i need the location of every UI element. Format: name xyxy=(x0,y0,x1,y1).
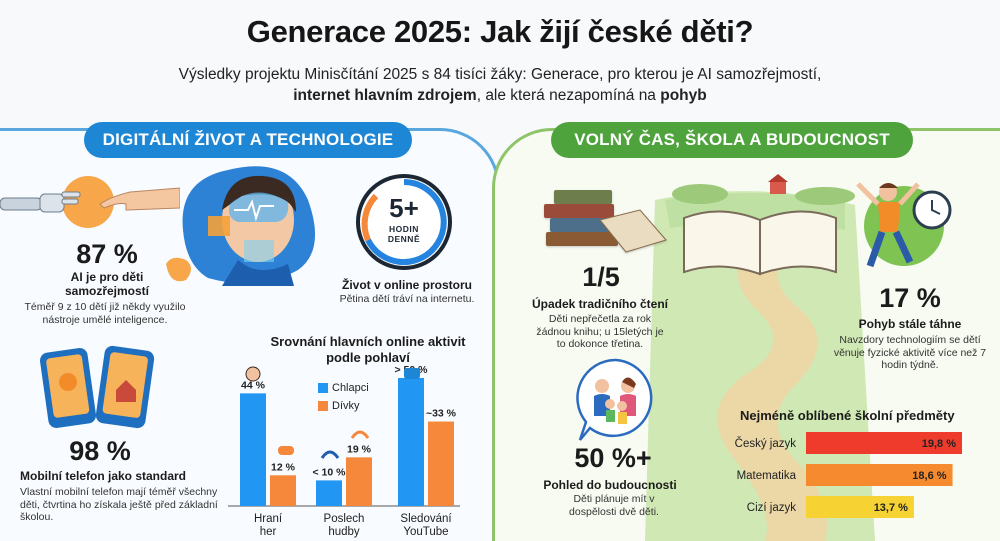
stat-reading-value: 1/5 xyxy=(582,262,620,292)
stat-ai-title: AI je pro děti samozřejmostí xyxy=(64,270,150,298)
clock-arc xyxy=(361,179,447,265)
stat-movement-value: 17 % xyxy=(879,283,941,313)
bar-label-girls-2: ~33 % xyxy=(426,408,457,420)
legend-boys: Chlapci xyxy=(318,382,369,394)
legend-girls-swatch xyxy=(318,401,328,411)
stat-online-desc: Pětina dětí tráví na internetu. xyxy=(339,293,475,305)
family-icon xyxy=(576,358,653,441)
open-book-icon xyxy=(683,210,837,276)
stat-future-desc: Děti plánuje mít v dospělosti dvě děti. xyxy=(569,493,659,518)
stat-future-value: 50 %+ xyxy=(574,443,652,473)
clock-icon xyxy=(356,174,452,270)
legend-girls-label: Dívky xyxy=(332,400,360,412)
subject-name-2: Cizí jazyk xyxy=(747,502,796,514)
category-label-2-1: YouTube xyxy=(403,526,448,538)
subject-name-0: Český jazyk xyxy=(735,437,797,450)
bar-label-girls-0: 12 % xyxy=(271,461,296,473)
bar-boys-0 xyxy=(240,393,266,506)
legend-boys-label: Chlapci xyxy=(332,382,369,394)
stat-movement-title: Pohyb stále táhne xyxy=(858,317,962,331)
bar-boys-1 xyxy=(316,480,342,506)
page-title: Generace 2025: Jak žijí české děti? xyxy=(246,14,754,49)
books-icon xyxy=(544,190,667,253)
category-label-1-1: hudby xyxy=(328,526,360,538)
subject-value-0: 19,8 % xyxy=(922,438,956,450)
ai-hands-icon xyxy=(0,176,180,228)
bar-label-boys-1: < 10 % xyxy=(313,466,347,478)
category-label-0-1: her xyxy=(260,526,277,538)
stat-movement-desc: Navzdory technologiím se dětí věnuje fyz… xyxy=(833,334,987,371)
subject-bar-2 xyxy=(806,496,914,518)
stat-ai-desc: Téměř 9 z 10 dětí již někdy využilo nást… xyxy=(24,301,186,326)
bar-label-girls-1: 19 % xyxy=(347,443,372,455)
clock-label: HODIN DENNĚ xyxy=(356,224,452,244)
bar-girls-0 xyxy=(270,475,296,506)
clock-label-2: DENNĚ xyxy=(387,234,421,244)
legend-girls: Dívky xyxy=(318,400,369,412)
subject-name-1: Matematika xyxy=(737,470,797,482)
subtitle-bold1: internet hlavním zdrojem xyxy=(293,87,477,104)
section-title-digital: DIGITÁLNÍ ŽIVOT A TECHNOLOGIE xyxy=(84,122,412,158)
youtube-icon xyxy=(404,368,420,379)
stat-online-title: Život v online prostoru xyxy=(341,278,472,292)
subject-bar-1 xyxy=(806,464,953,486)
stat-ai-value: 87 % xyxy=(76,239,138,269)
legend-boys-swatch xyxy=(318,383,328,393)
subjects-bar-chart: Český jazyk 19,8 % Matematika 18,6 % Cizí ja… xyxy=(735,432,962,518)
page-subtitle: Výsledky projektu Minisčítání 2025 s 84 … xyxy=(100,64,900,106)
category-label-0-0: Hraní xyxy=(254,513,283,525)
gamepad-icon xyxy=(278,446,294,455)
bar-girls-2 xyxy=(428,421,454,506)
clock-value: 5+ xyxy=(389,193,419,223)
subtitle-line1: Výsledky projektu Minisčítání 2025 s 84 … xyxy=(178,66,822,83)
bar-boys-2 xyxy=(398,378,424,506)
subject-value-2: 13,7 % xyxy=(874,502,908,514)
phones-icon xyxy=(39,345,155,429)
subtitle-mid: , ale která nezapomíná na xyxy=(476,87,661,104)
subject-value-1: 18,6 % xyxy=(912,470,946,482)
bar-girls-1 xyxy=(346,457,372,506)
stat-reading-desc: Děti nepřečetla za rok žádnou knihu; u 1… xyxy=(536,313,664,350)
stat-future-title: Pohled do budoucnosti xyxy=(543,478,677,492)
category-label-2-0: Sledování xyxy=(400,513,452,525)
stat-phone-value: 98 % xyxy=(69,436,131,466)
section-title-leisure: VOLNÝ ČAS, ŠKOLA A BUDOUCNOST xyxy=(551,122,913,158)
chart-title: Srovnání hlavních online aktivit podle p… xyxy=(270,334,466,365)
headphones-icon-boys xyxy=(320,450,340,459)
clock-label-1: HODIN xyxy=(389,224,419,234)
running-kid-icon xyxy=(856,182,952,268)
orange-blob xyxy=(166,257,191,282)
boy-brain-icon xyxy=(182,166,316,286)
boy-icon xyxy=(245,366,261,382)
subject-bar-0 xyxy=(806,432,962,454)
stat-phone-title: Mobilní telefon jako standard xyxy=(20,469,187,483)
bar-label-boys-0: 44 % xyxy=(241,379,266,391)
chart-legend: Chlapci Dívky xyxy=(318,382,369,412)
subjects-chart-title: Nejméně oblíbené školní předměty xyxy=(740,408,955,423)
headphones-icon-girls xyxy=(350,430,370,439)
stat-reading-title: Úpadek tradičního čtení xyxy=(531,297,669,311)
stat-phone-desc: Vlastní mobilní telefon mají téměř všech… xyxy=(20,486,218,523)
category-label-1-0: Poslech xyxy=(324,513,365,525)
subtitle-bold2: pohyb xyxy=(660,87,707,104)
